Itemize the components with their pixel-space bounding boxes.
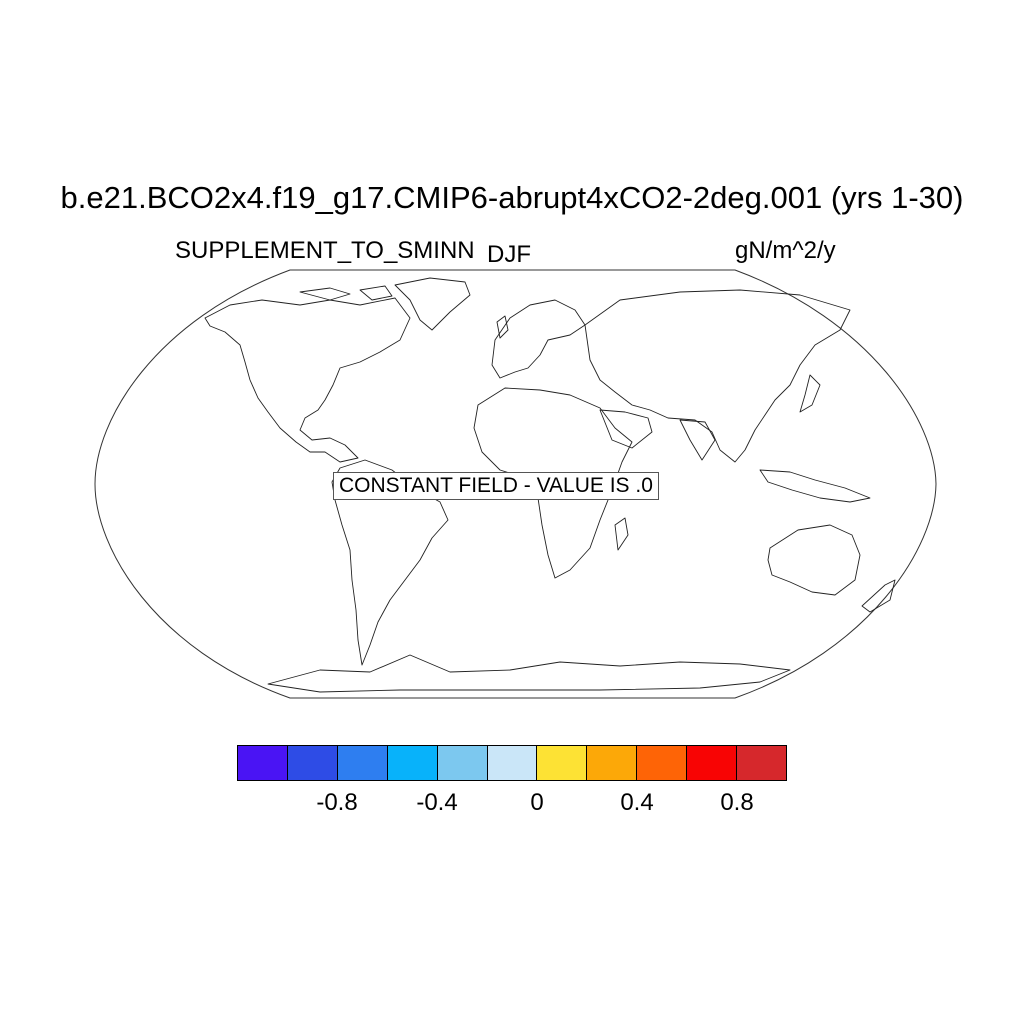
colorbar-tick-label: -0.8 — [316, 789, 358, 816]
colorbar-swatch — [487, 746, 538, 780]
coastline-asia — [584, 289, 851, 463]
colorbar-swatch — [387, 746, 438, 780]
units-label: gN/m^2/y — [735, 237, 836, 264]
coastline-uk — [496, 315, 509, 339]
coastline-india — [679, 419, 716, 461]
colorbar-tick-label: 0.4 — [620, 789, 654, 816]
coastline-madagascar — [614, 517, 629, 551]
colorbar-swatch — [537, 746, 588, 780]
variable-name-label: SUPPLEMENT_TO_SMINN — [175, 237, 475, 264]
colorbar-swatch — [437, 746, 488, 780]
colorbar-swatch — [337, 746, 388, 780]
colorbar-swatch — [737, 746, 786, 780]
colorbar-swatch — [637, 746, 688, 780]
colorbar-tick-label: -0.4 — [416, 789, 458, 816]
plot-title: b.e21.BCO2x4.f19_g17.CMIP6-abrupt4xCO2-2… — [60, 180, 964, 215]
constant-field-note: CONSTANT FIELD - VALUE IS .0 — [333, 472, 659, 500]
colorbar-swatch — [287, 746, 338, 780]
coastline-arctic-islands — [299, 285, 393, 301]
coastline-europe — [491, 299, 586, 379]
colorbar-tick-label: 0 — [530, 789, 544, 816]
colorbar-swatch — [687, 746, 738, 780]
coastline-new-zealand — [861, 579, 896, 613]
coastline-japan — [799, 374, 821, 413]
coastline-arabia — [599, 409, 653, 449]
coastline-antarctica — [267, 654, 791, 693]
coastlines — [204, 277, 896, 693]
season-label: DJF — [487, 241, 531, 268]
colorbar — [237, 745, 787, 781]
coastline-north-america — [204, 297, 411, 463]
coastline-indonesia — [759, 469, 871, 503]
coastline-greenland — [394, 277, 471, 331]
colorbar-tick-label: 0.8 — [720, 789, 754, 816]
colorbar-swatch — [238, 746, 288, 780]
coastline-australia — [767, 524, 861, 596]
colorbar-swatch — [587, 746, 638, 780]
map-frame — [94, 269, 937, 699]
